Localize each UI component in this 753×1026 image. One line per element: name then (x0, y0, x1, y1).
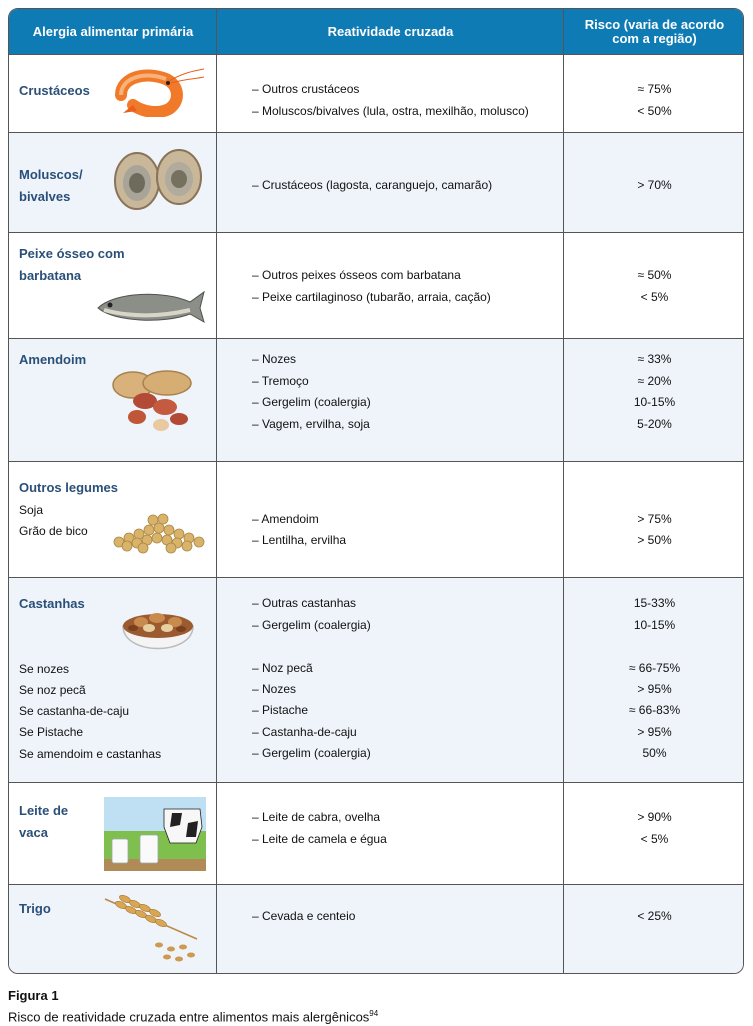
table-row-crustaceos: Crustáceos – Outros crustáceos – Molusco… (9, 54, 743, 132)
table-row-trigo: Trigo – Cevada e centeio < 25% (9, 884, 743, 973)
table-row-peixe: Peixe ósseo com barbatana – Outros peixe… (9, 232, 743, 338)
table-row-outros-legumes: Outros legumes Soja Grão de bico – Amend… (9, 461, 743, 577)
peanuts-image (112, 370, 192, 431)
subitem-label: Se nozes (19, 662, 70, 676)
fish-image (97, 290, 205, 324)
wheat-image (104, 894, 198, 962)
subitem-label: Se castanha-de-caju (19, 704, 130, 718)
reference-superscript: 94 (369, 1009, 379, 1018)
header-col-risk: Risco (varia de acordo com a região) (584, 16, 725, 46)
category-label: Leite de vaca (19, 803, 69, 840)
reactivity-item: – Peixe cartilaginoso (tubarão, arraia, … (252, 290, 491, 304)
reactivity-item: – Outros peixes ósseos com barbatana (252, 268, 461, 282)
category-label: Crustáceos (19, 83, 90, 98)
table-header: Alergia alimentar primária Reatividade c… (9, 9, 743, 54)
category-label: Moluscos/ bivalves (19, 167, 83, 204)
shrimp-image (115, 68, 205, 117)
header-col-cross-reactivity: Reatividade cruzada (327, 23, 454, 39)
reactivity-item: – Moluscos/bivalves (lula, ostra, mexilh… (252, 104, 529, 118)
risk-value: ≈ 66-75% (628, 661, 681, 675)
reactivity-item: – Amendoim (252, 512, 319, 526)
risk-value: > 75% (637, 512, 672, 526)
risk-value: ≈ 20% (637, 374, 672, 388)
reactivity-item: – Leite de cabra, ovelha (252, 810, 381, 824)
table-row-moluscos: Moluscos/ bivalves – Crustáceos (lagosta… (9, 132, 743, 232)
risk-value: ≈ 33% (637, 352, 672, 366)
reactivity-item: – Lentilha, ervilha (252, 533, 347, 547)
reactivity-item: – Castanha-de-caju (252, 725, 357, 739)
risk-value: > 90% (637, 810, 672, 824)
risk-value: 50% (642, 746, 667, 760)
reactivity-item: – Cevada e centeio (252, 909, 356, 923)
risk-value: ≈ 66-83% (628, 703, 681, 717)
category-label: Castanhas (19, 596, 85, 611)
reactivity-item: – Gergelim (coalergia) (252, 618, 371, 632)
subitem-label: Soja (19, 503, 44, 517)
risk-value: 5-20% (637, 417, 672, 431)
category-label: Trigo (19, 901, 51, 916)
subitem-label: Se amendoim e castanhas (19, 747, 162, 761)
reactivity-item: – Crustáceos (lagosta, caranguejo, camar… (252, 178, 493, 192)
figure-caption: Figura 1 Risco de reatividade cruzada en… (8, 987, 378, 1026)
table-row-castanhas: Castanhas Se nozes Se noz pecã Se castan… (9, 577, 743, 782)
nuts-bowl-image (122, 613, 194, 650)
figure-caption-text: Risco de reatividade cruzada entre alime… (8, 1009, 370, 1025)
reactivity-item: – Noz pecã (252, 661, 313, 675)
reactivity-item: – Gergelim (coalergia) (252, 395, 371, 409)
risk-value: < 5% (640, 832, 669, 846)
table-row-leite-de-vaca: Leite de vaca – Leite de cabra, ovelha –… (9, 782, 743, 884)
column-divider (563, 9, 564, 973)
risk-value: ≈ 75% (637, 82, 672, 96)
risk-value: < 50% (637, 104, 672, 118)
reactivity-item: – Tremoço (252, 374, 309, 388)
risk-value: > 95% (637, 682, 672, 696)
figure-label: Figura 1 (8, 988, 59, 1003)
oysters-image (114, 149, 202, 210)
reactivity-item: – Pistache (252, 703, 309, 717)
category-label: Outros legumes (19, 480, 118, 495)
column-divider (216, 9, 217, 973)
category-label: Peixe ósseo com barbatana (19, 246, 125, 283)
reactivity-item: – Outros crustáceos (252, 82, 360, 96)
risk-value: 10-15% (633, 618, 676, 632)
risk-value: < 25% (637, 909, 672, 923)
category-label: Amendoim (19, 352, 87, 367)
risk-value: > 95% (637, 725, 672, 739)
risk-value: < 5% (640, 290, 669, 304)
cow-milk-image (104, 797, 206, 871)
subitem-label: Se noz pecã (19, 683, 86, 697)
reactivity-item: – Nozes (252, 352, 297, 366)
reactivity-item: – Nozes (252, 682, 297, 696)
risk-value: 10-15% (633, 395, 676, 409)
reactivity-item: – Vagem, ervilha, soja (252, 417, 370, 431)
risk-value: > 70% (637, 178, 672, 192)
soybeans-image (113, 513, 205, 554)
subitem-label: Grão de bico (19, 524, 88, 538)
allergy-table: Alergia alimentar primária Reatividade c… (8, 8, 744, 974)
risk-value: > 50% (637, 533, 672, 547)
table-row-amendoim: Amendoim – Nozes – Tremoço – Gergelim (c… (9, 338, 743, 461)
reactivity-item: – Leite de camela e égua (252, 832, 387, 846)
reactivity-item: – Gergelim (coalergia) (252, 746, 371, 760)
header-col-primary-allergy: Alergia alimentar primária (32, 23, 194, 39)
reactivity-item: – Outras castanhas (252, 596, 357, 610)
subitem-label: Se Pistache (19, 725, 84, 739)
risk-value: ≈ 50% (637, 268, 672, 282)
risk-value: 15-33% (633, 596, 676, 610)
